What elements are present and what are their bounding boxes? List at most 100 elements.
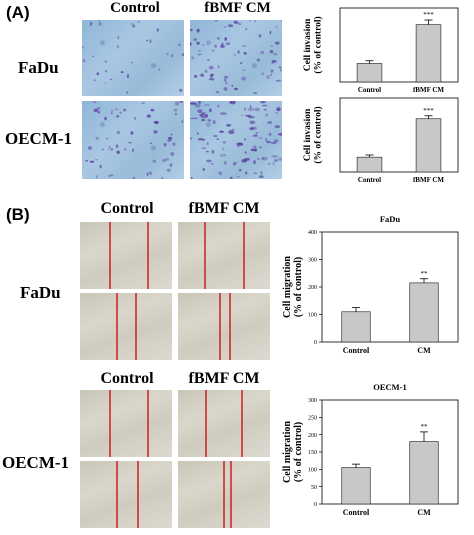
stained-cell (270, 45, 273, 48)
significance-marker: ** (421, 423, 429, 431)
stained-cell (108, 175, 112, 177)
stained-cell (98, 21, 102, 26)
stained-cell (210, 73, 214, 77)
stained-cell (275, 26, 279, 28)
y-axis-label: (% of control) (293, 422, 304, 482)
chart-title: OECM-1 (373, 382, 407, 392)
stained-cell (149, 171, 153, 176)
stained-cell (276, 107, 281, 112)
stained-cell (260, 171, 263, 175)
stained-cell (153, 130, 158, 134)
category-label: CM (417, 346, 431, 355)
stained-cell (278, 66, 282, 69)
y-axis-label: (% of control) (313, 106, 324, 163)
bar (341, 467, 371, 505)
stained-cell (156, 28, 159, 32)
stained-cell (193, 38, 197, 41)
stained-cell (197, 109, 203, 113)
stained-cell (281, 20, 282, 22)
stained-cell (249, 120, 256, 124)
chart-invasion-oecm1-svg: Cell invasion (% of control) Control *** fBM… (303, 97, 459, 184)
y-tick-label: 150 (308, 450, 317, 456)
stained-cell (104, 82, 107, 84)
stained-cell (181, 101, 183, 103)
y-axis-label: Cell invasion (303, 108, 313, 161)
y-tick-label: 0 (314, 340, 317, 346)
stained-cell (203, 111, 207, 114)
stained-cell (134, 116, 137, 121)
stained-cell (110, 148, 114, 151)
stained-cell (275, 111, 279, 114)
stained-cell (244, 138, 247, 141)
stained-cell (181, 119, 184, 124)
stained-cell (116, 150, 120, 154)
stained-cell (208, 78, 213, 81)
stained-cell (222, 154, 227, 157)
stained-cell (229, 101, 232, 104)
stained-cell (261, 156, 268, 161)
category-label: Control (358, 176, 381, 184)
stained-cell (220, 112, 227, 115)
stained-cell (92, 101, 97, 103)
chart-invasion-oecm1: Cell invasion (% of control) Control *** fBM… (300, 92, 470, 192)
chart-migration-fadu: FaDu 0 100 200 300 400 Cell migration (% of con… (280, 210, 472, 370)
stained-cell (106, 137, 109, 140)
stained-cell (236, 142, 244, 146)
invasion-stain-pattern (82, 20, 184, 94)
stained-cell (93, 79, 97, 82)
stained-cell (178, 43, 181, 46)
panel-a-label: (A) (6, 3, 30, 22)
stained-cell (267, 134, 272, 136)
stained-cell (222, 141, 226, 144)
stained-cell (237, 145, 240, 148)
chart-migration-fadu-svg: FaDu 0 100 200 300 400 Cell migration (% of con… (282, 214, 459, 355)
stained-cell (271, 62, 274, 64)
bar (415, 118, 442, 173)
stained-cell (233, 87, 238, 91)
stained-cell (219, 44, 225, 49)
stained-cell (128, 142, 132, 144)
stained-cell (223, 26, 227, 28)
significance-marker: *** (423, 107, 434, 115)
panel-b-row-title-fadu: FaDu (20, 283, 61, 302)
y-tick-label: 250 (308, 416, 317, 422)
y-axis-label: Cell invasion (303, 18, 313, 71)
stained-cell (152, 159, 157, 163)
stained-cell (201, 112, 204, 115)
y-tick-label: 400 (308, 230, 317, 236)
y-tick-label: 200 (308, 433, 317, 439)
stained-cell (206, 159, 212, 163)
stained-cell (262, 156, 265, 160)
stained-cell (253, 172, 258, 174)
stained-cell (265, 113, 268, 117)
stained-cell (117, 44, 119, 49)
stained-cell (214, 44, 217, 48)
stained-cell (245, 114, 252, 117)
bar (409, 282, 439, 343)
stained-cell (201, 119, 206, 121)
scratch-lines (109, 222, 149, 289)
migration-image-oecm1-fbmf-24h (178, 461, 270, 528)
y-axis-label: Cell migration (282, 421, 293, 483)
invasion-image-fadu-control (82, 20, 184, 96)
stained-cell (258, 34, 262, 38)
stained-cell (217, 105, 220, 108)
stained-cell (201, 116, 206, 119)
y-tick-label: 300 (308, 258, 317, 264)
bar (356, 156, 383, 173)
stained-cell (190, 28, 193, 32)
stained-cell (241, 76, 247, 81)
stained-cell (123, 148, 127, 151)
stained-cell (233, 164, 236, 166)
stained-cell (277, 132, 282, 136)
stained-cell (89, 24, 92, 27)
stained-cell (202, 168, 205, 171)
stained-cell (237, 50, 240, 54)
bar (409, 441, 439, 505)
migration-image-oecm1-fbmf-0h (178, 390, 270, 457)
stained-cell (190, 176, 193, 179)
stained-cell (213, 135, 218, 137)
stained-cell (269, 50, 274, 54)
stained-cell (224, 37, 227, 41)
stained-cell (204, 69, 208, 73)
